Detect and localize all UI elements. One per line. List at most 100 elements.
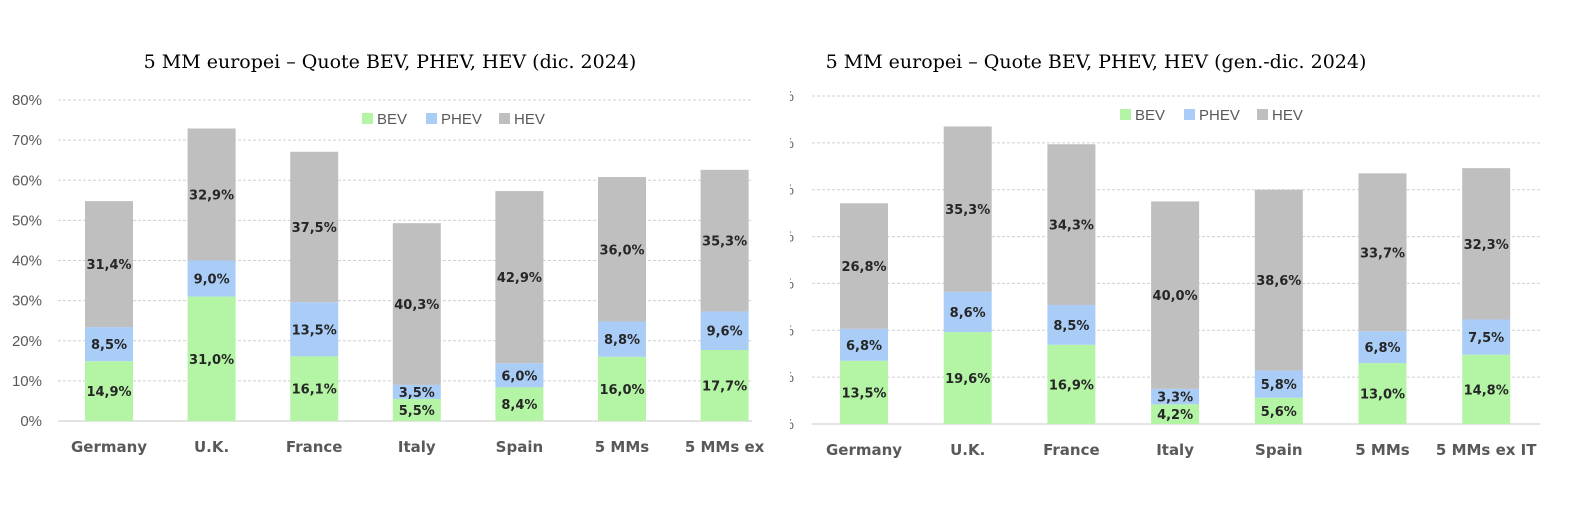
dec-chart-title: 5 MM europei – Quote BEV, PHEV, HEV (dic… bbox=[144, 51, 637, 73]
year-data-label-bev: 16,9% bbox=[1049, 378, 1094, 393]
year-data-label-hev: 32,3% bbox=[1464, 238, 1509, 253]
dec-data-label-bev: 5,5% bbox=[399, 404, 435, 419]
year-data-label-phev: 6,8% bbox=[1364, 341, 1400, 356]
dec-y-tick-label: 40% bbox=[12, 253, 42, 270]
year-data-label-phev: 8,5% bbox=[1053, 319, 1089, 334]
dec-legend-swatch-bev bbox=[362, 113, 373, 124]
dec-legend-label-phev: PHEV bbox=[441, 111, 482, 128]
chart-december-2024: 5 MM europei – Quote BEV, PHEV, HEV (dic… bbox=[0, 0, 790, 530]
year-category-label: Spain bbox=[1255, 441, 1302, 459]
year-data-label-bev: 13,5% bbox=[841, 386, 886, 401]
year-bar-hev bbox=[1254, 189, 1303, 371]
dec-y-tick-label: 60% bbox=[12, 172, 42, 189]
dec-legend-swatch-phev bbox=[426, 113, 437, 124]
year-bar-bev bbox=[943, 332, 992, 424]
year-data-label-bev: 5,6% bbox=[1261, 405, 1297, 420]
year-y-tick-label: 70% bbox=[790, 88, 794, 105]
year-bar-phev bbox=[840, 328, 888, 361]
dec-data-label-hev: 32,9% bbox=[189, 188, 234, 203]
year-y-tick-label: 60% bbox=[790, 135, 794, 152]
year-data-label-phev: 7,5% bbox=[1468, 331, 1504, 346]
dec-bar-phev bbox=[290, 302, 339, 357]
dec-bar-phev bbox=[392, 384, 441, 399]
dec-category-label: Spain bbox=[496, 438, 543, 456]
year-bar-phev bbox=[1358, 331, 1407, 364]
year-category-label: 5 MMs ex IT bbox=[1436, 441, 1537, 459]
dec-data-label-phev: 9,0% bbox=[194, 273, 230, 288]
dec-bar-hev bbox=[495, 191, 544, 364]
year-category-label: U.K. bbox=[950, 441, 985, 459]
dec-category-label: U.K. bbox=[194, 438, 229, 456]
year-bar-phev bbox=[1151, 388, 1200, 405]
dec-data-label-hev: 36,0% bbox=[599, 243, 644, 258]
year-bar-phev bbox=[1254, 370, 1303, 398]
dec-data-label-hev: 35,3% bbox=[702, 235, 747, 250]
dec-data-label-bev: 31,0% bbox=[189, 353, 234, 368]
dec-bar-hev bbox=[187, 128, 236, 261]
year-bar-hev bbox=[943, 126, 992, 292]
dec-bar-hev bbox=[290, 151, 339, 303]
year-data-label-phev: 6,8% bbox=[846, 339, 882, 354]
dec-y-tick-label: 50% bbox=[12, 212, 42, 229]
year-bar-phev bbox=[1047, 304, 1096, 345]
dec-data-label-hev: 42,9% bbox=[497, 271, 542, 286]
dec-bar-bev bbox=[85, 361, 133, 421]
year-legend-swatch-phev bbox=[1184, 109, 1195, 120]
dec-y-tick-label: 10% bbox=[12, 373, 42, 390]
dec-data-label-phev: 6,0% bbox=[501, 369, 537, 384]
year-data-label-bev: 4,2% bbox=[1157, 408, 1193, 423]
dec-bar-bev bbox=[495, 387, 544, 421]
dec-bar-hev bbox=[700, 169, 749, 312]
dec-y-tick-label: 20% bbox=[12, 333, 42, 350]
year-bar-phev bbox=[1462, 319, 1511, 355]
chart-year-2024: 5 MM europei – Quote BEV, PHEV, HEV (gen… bbox=[790, 0, 1596, 530]
dec-data-label-bev: 16,1% bbox=[292, 383, 337, 398]
dec-bar-phev bbox=[598, 321, 646, 357]
year-legend-label-bev: BEV bbox=[1135, 107, 1165, 124]
dec-data-label-bev: 8,4% bbox=[501, 398, 537, 413]
year-data-label-hev: 26,8% bbox=[841, 260, 886, 275]
year-bar-bev bbox=[840, 360, 888, 424]
year-bar-bev bbox=[1462, 354, 1511, 424]
year-bar-bev bbox=[1047, 344, 1096, 424]
year-data-label-hev: 35,3% bbox=[945, 203, 990, 218]
dec-data-label-phev: 9,6% bbox=[707, 325, 743, 340]
dec-category-label: 5 MMs ex bbox=[685, 438, 765, 456]
year-y-tick-label: 40% bbox=[790, 229, 794, 246]
dec-category-label: Italy bbox=[398, 438, 436, 456]
year-y-tick-label: 50% bbox=[790, 182, 794, 199]
year-data-label-bev: 19,6% bbox=[945, 372, 990, 387]
year-y-tick-label: 0% bbox=[790, 416, 794, 433]
dec-data-label-phev: 13,5% bbox=[292, 323, 337, 338]
dec-bar-hev bbox=[598, 177, 646, 322]
year-category-label: France bbox=[1043, 441, 1100, 459]
dec-legend-label-hev: HEV bbox=[514, 111, 545, 128]
dec-bar-hev bbox=[85, 201, 133, 328]
year-bar-hev bbox=[1151, 201, 1200, 389]
dec-bar-bev bbox=[187, 296, 236, 421]
dec-bar-phev bbox=[187, 260, 236, 297]
year-chart-title: 5 MM europei – Quote BEV, PHEV, HEV (gen… bbox=[826, 51, 1367, 73]
year-legend-swatch-bev bbox=[1120, 109, 1131, 120]
year-data-label-phev: 5,8% bbox=[1261, 378, 1297, 393]
year-y-tick-label: 20% bbox=[790, 322, 794, 339]
year-y-tick-label: 10% bbox=[790, 369, 794, 386]
year-data-label-phev: 8,6% bbox=[950, 306, 986, 321]
dec-bar-bev bbox=[392, 398, 441, 421]
year-data-label-phev: 3,3% bbox=[1157, 391, 1193, 406]
dec-bar-phev bbox=[495, 363, 544, 388]
dec-bar-bev bbox=[700, 349, 749, 421]
dec-y-tick-label: 30% bbox=[12, 293, 42, 310]
dec-bar-hev bbox=[392, 223, 441, 385]
year-data-label-hev: 34,3% bbox=[1049, 219, 1094, 234]
dec-data-label-hev: 31,4% bbox=[86, 258, 131, 273]
year-data-label-bev: 13,0% bbox=[1360, 388, 1405, 403]
year-bar-hev bbox=[1047, 144, 1096, 305]
dec-data-label-bev: 17,7% bbox=[702, 379, 747, 394]
year-data-label-hev: 33,7% bbox=[1360, 246, 1405, 261]
dec-y-tick-label: 70% bbox=[12, 132, 42, 149]
year-bar-hev bbox=[840, 203, 888, 329]
chart-year-2024-svg: 5 MM europei – Quote BEV, PHEV, HEV (gen… bbox=[790, 51, 1540, 459]
year-data-label-hev: 38,6% bbox=[1256, 274, 1301, 289]
year-bar-hev bbox=[1462, 168, 1511, 320]
